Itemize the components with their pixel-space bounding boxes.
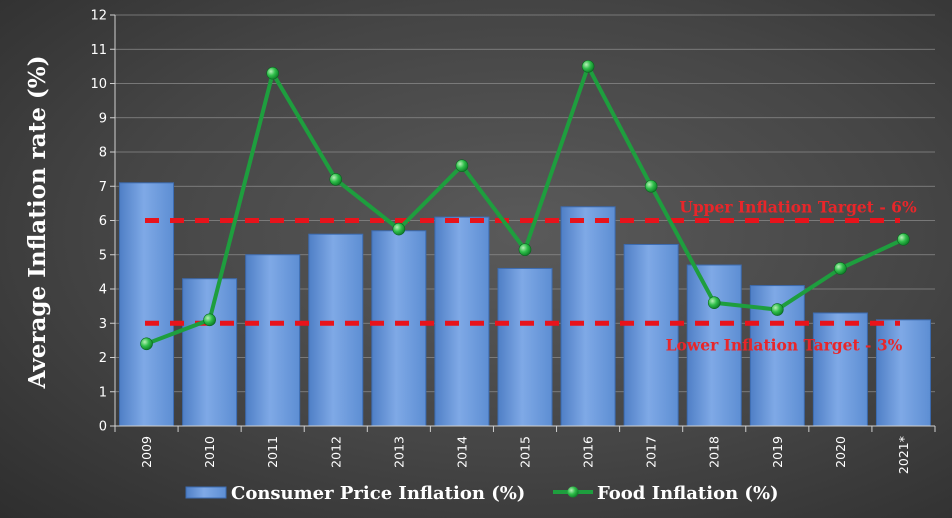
x-tick-label-2014: 2014 (454, 436, 469, 468)
cpi-bar-2015 (497, 267, 553, 427)
x-axis-ticks: 2009 2010 2011 2012 2013 2014 2015 2016 2017 2018… (114, 426, 936, 474)
food-point-2015 (518, 243, 532, 256)
legend-item-cpi: Consumer Price Inflation (%) (185, 483, 525, 504)
x-tick-label-2018: 2018 (707, 436, 722, 468)
food-point-2021* (897, 233, 910, 246)
x-tick-label-2010: 2010 (202, 436, 217, 468)
cpi-bar-2010 (182, 278, 238, 427)
x-tick-label-2011: 2011 (265, 436, 280, 468)
legend-label-cpi: Consumer Price Inflation (%) (231, 483, 525, 504)
y-tick-label-0: 0 (99, 420, 107, 435)
x-tick-label-2013: 2013 (391, 436, 406, 468)
x-tick-label-2021*: 2021* (896, 436, 911, 474)
x-tick-label-2019: 2019 (770, 436, 785, 468)
food-point-2012 (329, 173, 343, 186)
y-tick-label-9: 9 (99, 111, 107, 126)
legend-swatch-bar (185, 486, 227, 499)
food-inflation-line (140, 60, 910, 351)
axes (114, 15, 935, 427)
y-tick-label-10: 10 (90, 77, 107, 92)
y-tick-label-12: 12 (90, 9, 107, 24)
legend-item-food: Food Inflation (%) (553, 483, 779, 504)
food-point-2009 (140, 337, 153, 351)
cpi-bar-2011 (245, 254, 301, 427)
reference-annotations: Upper Inflation Target - 6% Lower Inflati… (666, 198, 917, 355)
y-tick-label-1: 1 (99, 385, 107, 400)
x-tick-label-2017: 2017 (644, 436, 659, 468)
x-tick-label-2016: 2016 (581, 436, 596, 468)
cpi-bar-2012 (308, 233, 364, 427)
y-tick-label-3: 3 (99, 317, 107, 332)
legend: Consumer Price Inflation (%) Food Inflat… (185, 483, 779, 504)
cpi-bar-2009 (119, 182, 175, 427)
upper-target-label: Upper Inflation Target - 6% (679, 198, 917, 217)
legend-swatch-marker (567, 486, 579, 498)
food-point-2010 (203, 313, 216, 327)
food-point-2019 (771, 303, 784, 316)
cpi-bars (119, 182, 931, 427)
cpi-bar-2017 (623, 243, 679, 427)
y-tick-label-7: 7 (99, 180, 107, 195)
cpi-bar-2020 (812, 312, 868, 427)
y-tick-label-11: 11 (90, 43, 107, 58)
y-tick-label-8: 8 (99, 146, 107, 161)
food-point-2014 (455, 159, 469, 172)
food-point-2020 (834, 262, 847, 275)
lower-target-label: Lower Inflation Target - 3% (666, 335, 903, 354)
cpi-bar-2016 (560, 206, 616, 427)
food-point-2011 (266, 66, 279, 80)
reference-lines (145, 218, 900, 326)
food-point-2018 (707, 296, 721, 310)
y-tick-label-6: 6 (99, 214, 107, 229)
y-tick-label-5: 5 (99, 248, 107, 263)
food-point-2016 (581, 60, 595, 73)
cpi-bar-2013 (371, 230, 427, 427)
x-tick-label-2012: 2012 (328, 436, 343, 468)
cpi-bar-2021* (875, 319, 931, 427)
x-tick-label-2009: 2009 (139, 436, 154, 468)
legend-label-food: Food Inflation (%) (597, 483, 779, 504)
food-point-2017 (644, 179, 658, 193)
food-point-2013 (392, 222, 406, 236)
y-tick-label-4: 4 (99, 283, 107, 298)
y-tick-label-2: 2 (99, 351, 107, 366)
x-tick-label-2015: 2015 (518, 436, 533, 468)
y-axis-label: Average Inflation rate (%) (24, 55, 51, 389)
x-tick-label-2020: 2020 (833, 436, 848, 468)
